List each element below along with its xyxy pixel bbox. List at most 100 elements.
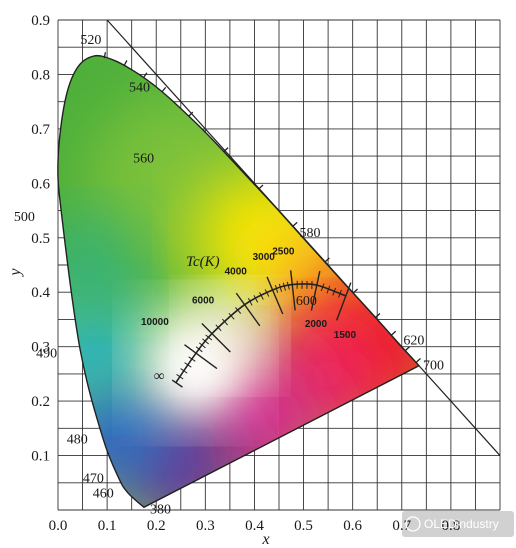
wavelength-label: 700 bbox=[423, 359, 444, 374]
wavelength-label: 600 bbox=[296, 294, 317, 309]
planck-temp-label: 1500 bbox=[334, 330, 357, 341]
y-tick-label: 0.8 bbox=[31, 67, 50, 83]
planck-minor-tick bbox=[282, 282, 286, 291]
isotemperature-line bbox=[201, 322, 231, 353]
isotemperature-line bbox=[266, 276, 284, 315]
wavelength-label: 500 bbox=[14, 210, 35, 225]
planck-minor-tick bbox=[205, 334, 213, 341]
planck-temp-label: 2500 bbox=[272, 247, 295, 258]
x-tick-label: 0.8 bbox=[442, 518, 461, 534]
x-axis-ticks: 0.0 0.1 0.2 0.3 0.4 0.5 0.6 0.7 0.8 bbox=[49, 518, 461, 534]
x-tick-label: 0.0 bbox=[49, 518, 68, 534]
planck-temp-label: ∞ bbox=[154, 369, 165, 385]
locus-tick bbox=[103, 52, 107, 59]
x-tick-label: 0.1 bbox=[98, 518, 117, 534]
planck-temp-label: 2000 bbox=[305, 319, 328, 330]
wavelength-label: 460 bbox=[93, 487, 114, 502]
planck-title-label: Tc(K) bbox=[186, 254, 220, 270]
locus-tick bbox=[415, 357, 421, 363]
planck-minor-tick bbox=[253, 295, 259, 303]
planckian-curve bbox=[175, 283, 347, 384]
planck-minor-tick bbox=[188, 356, 196, 362]
y-tick-label: 0.4 bbox=[31, 285, 50, 301]
planck-temp-label: 3000 bbox=[253, 252, 276, 263]
locus-tick bbox=[161, 86, 167, 93]
y-tick-label: 0.3 bbox=[31, 340, 50, 356]
locus-tick bbox=[292, 221, 298, 227]
locus-tick bbox=[390, 330, 397, 336]
spectral-locus-curve bbox=[57, 54, 421, 509]
planck-temp-label: 4000 bbox=[225, 267, 248, 278]
gamut-color-region bbox=[57, 215, 138, 315]
y-tick-label: 0.6 bbox=[31, 176, 50, 192]
y-tick-label: 0.5 bbox=[31, 231, 50, 247]
locus-tick bbox=[223, 147, 229, 153]
locus-tick bbox=[188, 111, 194, 117]
planck-minor-tick bbox=[198, 342, 206, 349]
locus-tick bbox=[375, 313, 381, 319]
y-tick-label: 0.7 bbox=[31, 122, 50, 138]
planck-minor-tick bbox=[184, 362, 192, 368]
x-tick-label: 0.3 bbox=[196, 518, 215, 534]
wavelength-label: 620 bbox=[403, 333, 424, 348]
x-axis-label: x bbox=[261, 531, 269, 548]
planck-minor-tick bbox=[195, 346, 203, 353]
y-tick-label: 0.2 bbox=[31, 394, 50, 410]
wavelength-label: 520 bbox=[80, 33, 101, 48]
planck-temp-label: 10000 bbox=[141, 317, 169, 328]
isotemperature-line bbox=[184, 344, 218, 370]
planck-minor-tick bbox=[222, 318, 229, 326]
x-tick-label: 0.6 bbox=[343, 518, 362, 534]
planck-minor-tick bbox=[286, 281, 290, 290]
isotemperature-line bbox=[335, 282, 352, 321]
locus-tick bbox=[324, 257, 330, 263]
planck-minor-tick bbox=[202, 338, 209, 345]
wavelength-label: 540 bbox=[129, 80, 150, 95]
isotemperature-line bbox=[235, 292, 261, 327]
wavelength-label: 480 bbox=[67, 433, 88, 448]
isotemperature-line bbox=[171, 379, 183, 388]
planck-minor-tick bbox=[247, 298, 253, 306]
y-axis-ticks: 0.1 0.2 0.3 0.4 0.5 0.6 0.7 0.8 0.9 bbox=[31, 13, 50, 465]
gamut-white-point bbox=[165, 338, 226, 399]
planck-minor-tick bbox=[326, 285, 331, 294]
planck-minor-tick bbox=[259, 292, 264, 300]
planck-minor-tick bbox=[338, 289, 342, 298]
planck-minor-tick bbox=[215, 324, 222, 332]
planck-temp-label: 6000 bbox=[192, 296, 215, 307]
locus-tick bbox=[258, 184, 264, 190]
isotemperature-line bbox=[310, 271, 321, 311]
planck-minor-tick bbox=[332, 287, 337, 296]
wavelength-label: 470 bbox=[83, 471, 104, 486]
wavelength-label: 580 bbox=[299, 226, 320, 241]
y-tick-label: 0.9 bbox=[31, 13, 50, 29]
watermark: OLEDindustry bbox=[402, 511, 514, 537]
planck-minor-tick bbox=[176, 374, 184, 380]
spectral-locus-ticks bbox=[103, 52, 421, 363]
planck-minor-tick bbox=[278, 283, 283, 292]
x-tick-label: 0.2 bbox=[147, 518, 166, 534]
planck-minor-tick bbox=[274, 284, 279, 293]
locus-tick bbox=[123, 60, 128, 67]
wechat-icon bbox=[405, 516, 421, 532]
wavelength-label: 560 bbox=[133, 151, 154, 166]
watermark-text: OLEDindustry bbox=[424, 517, 499, 531]
locus-tick bbox=[142, 72, 148, 79]
planck-minor-tick bbox=[235, 307, 242, 314]
locus-tick bbox=[404, 346, 411, 352]
x-tick-label: 0.4 bbox=[245, 518, 264, 534]
isotemperature-line bbox=[289, 270, 296, 311]
wavelength-label: 380 bbox=[150, 502, 171, 517]
locus-tick bbox=[352, 288, 359, 294]
y-tick-label: 0.1 bbox=[31, 449, 50, 465]
planck-minor-tick bbox=[320, 283, 325, 292]
y-axis-label: y bbox=[7, 268, 24, 278]
wavelength-label: 490 bbox=[36, 346, 57, 361]
x-tick-label: 0.5 bbox=[294, 518, 313, 534]
planck-minor-tick bbox=[264, 289, 270, 297]
planck-minor-tick bbox=[228, 312, 235, 320]
planck-minor-tick bbox=[180, 368, 188, 374]
